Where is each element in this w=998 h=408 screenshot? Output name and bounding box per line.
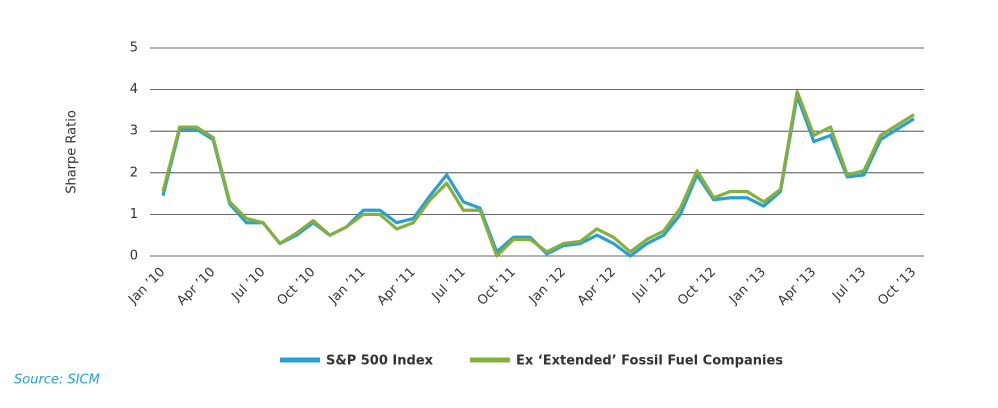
x-tick-label: Jul ’11: [429, 265, 469, 305]
x-tick-label: Jan ’12: [526, 265, 569, 308]
x-tick-label: Apr ’10: [174, 265, 218, 309]
x-tick-label: Oct ’13: [875, 265, 919, 309]
x-tick-label: Jul ’12: [629, 265, 669, 305]
y-tick-label: 3: [130, 124, 138, 139]
y-tick-label: 1: [130, 207, 138, 222]
x-tick-label: Apr ’12: [575, 265, 619, 309]
x-tick-label: Apr ’11: [375, 265, 419, 309]
y-tick-label: 0: [130, 249, 138, 264]
x-tick-label: Oct ’12: [675, 265, 719, 309]
y-tick-label: 2: [130, 165, 138, 180]
x-tick-label: Oct ’11: [475, 265, 519, 309]
y-tick-label: 4: [130, 82, 138, 97]
x-tick-label: Jul ’13: [829, 265, 869, 305]
x-tick-label: Jan ’13: [726, 265, 769, 308]
legend-label: Ex ‘Extended’ Fossil Fuel Companies: [516, 354, 783, 369]
x-tick-label: Jul ’10: [228, 265, 268, 305]
x-tick-label: Apr ’13: [775, 265, 819, 309]
x-tick-label: Jan ’11: [326, 265, 369, 308]
series-line: [161, 90, 915, 258]
source: Source: SICM: [14, 373, 100, 388]
legend-label: S&P 500 Index: [326, 354, 434, 369]
x-tick-label: Oct ’10: [274, 265, 318, 309]
y-tick-label: 5: [130, 41, 138, 56]
x-tick-label: Jan ’10: [125, 265, 168, 308]
y-axis-label: Sharpe Ratio: [65, 110, 80, 194]
series-line: [161, 94, 915, 258]
